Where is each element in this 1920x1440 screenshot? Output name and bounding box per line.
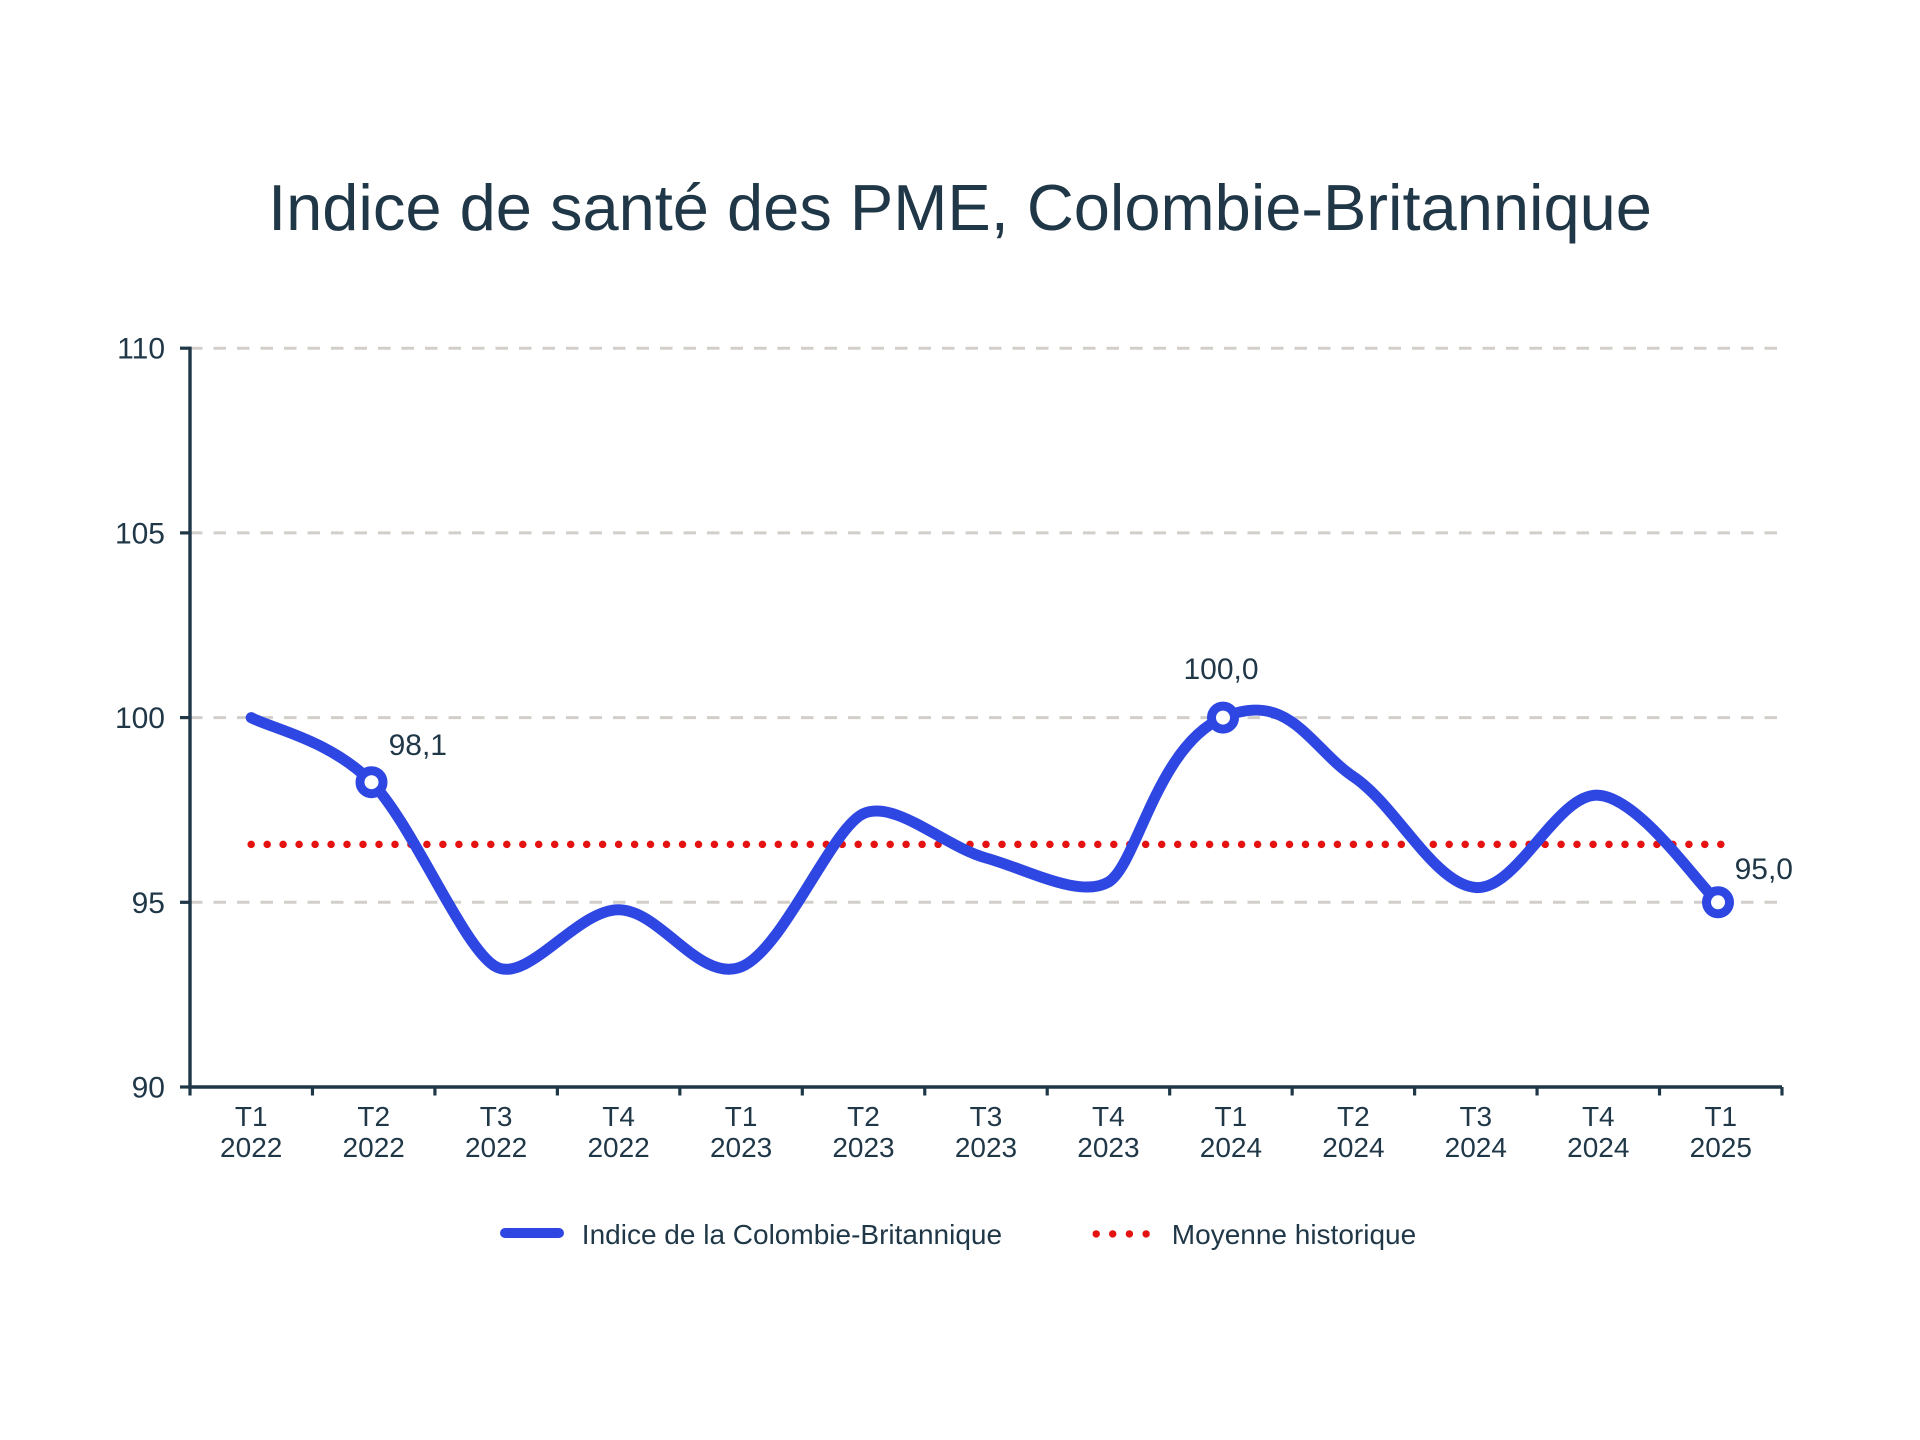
svg-text:2022: 2022: [220, 1132, 282, 1163]
svg-text:T1: T1: [1215, 1101, 1248, 1132]
svg-text:2023: 2023: [955, 1132, 1017, 1163]
svg-text:90: 90: [132, 1072, 165, 1105]
svg-text:2023: 2023: [710, 1132, 772, 1163]
svg-text:105: 105: [115, 517, 165, 550]
svg-text:T1: T1: [1704, 1101, 1737, 1132]
svg-text:2022: 2022: [465, 1132, 527, 1163]
svg-text:T1: T1: [725, 1101, 758, 1132]
svg-text:2024: 2024: [1567, 1132, 1629, 1163]
svg-text:T3: T3: [970, 1101, 1003, 1132]
svg-text:Indice de la Colombie-Britanni: Indice de la Colombie-Britannique: [582, 1219, 1002, 1250]
svg-text:Moyenne historique: Moyenne historique: [1172, 1219, 1416, 1250]
svg-text:T4: T4: [602, 1101, 635, 1132]
svg-text:Indice de santé des PME, Colom: Indice de santé des PME, Colombie-Britan…: [268, 171, 1652, 244]
svg-text:T2: T2: [357, 1101, 390, 1132]
svg-text:T4: T4: [1582, 1101, 1615, 1132]
svg-text:95: 95: [132, 887, 165, 920]
svg-text:T2: T2: [847, 1101, 880, 1132]
svg-text:2022: 2022: [587, 1132, 649, 1163]
svg-text:2024: 2024: [1445, 1132, 1507, 1163]
svg-text:2024: 2024: [1322, 1132, 1384, 1163]
svg-text:T3: T3: [1459, 1101, 1492, 1132]
svg-text:T4: T4: [1092, 1101, 1125, 1132]
svg-text:95,0: 95,0: [1735, 853, 1793, 886]
svg-text:T3: T3: [480, 1101, 513, 1132]
svg-text:100: 100: [115, 702, 165, 735]
svg-text:2023: 2023: [832, 1132, 894, 1163]
svg-text:110: 110: [117, 333, 165, 366]
svg-text:T1: T1: [235, 1101, 268, 1132]
svg-text:2025: 2025: [1690, 1132, 1752, 1163]
svg-text:2023: 2023: [1077, 1132, 1139, 1163]
svg-text:2022: 2022: [343, 1132, 405, 1163]
svg-text:T2: T2: [1337, 1101, 1370, 1132]
svg-text:100,0: 100,0: [1184, 653, 1259, 686]
svg-text:98,1: 98,1: [389, 729, 447, 762]
svg-text:2024: 2024: [1200, 1132, 1262, 1163]
